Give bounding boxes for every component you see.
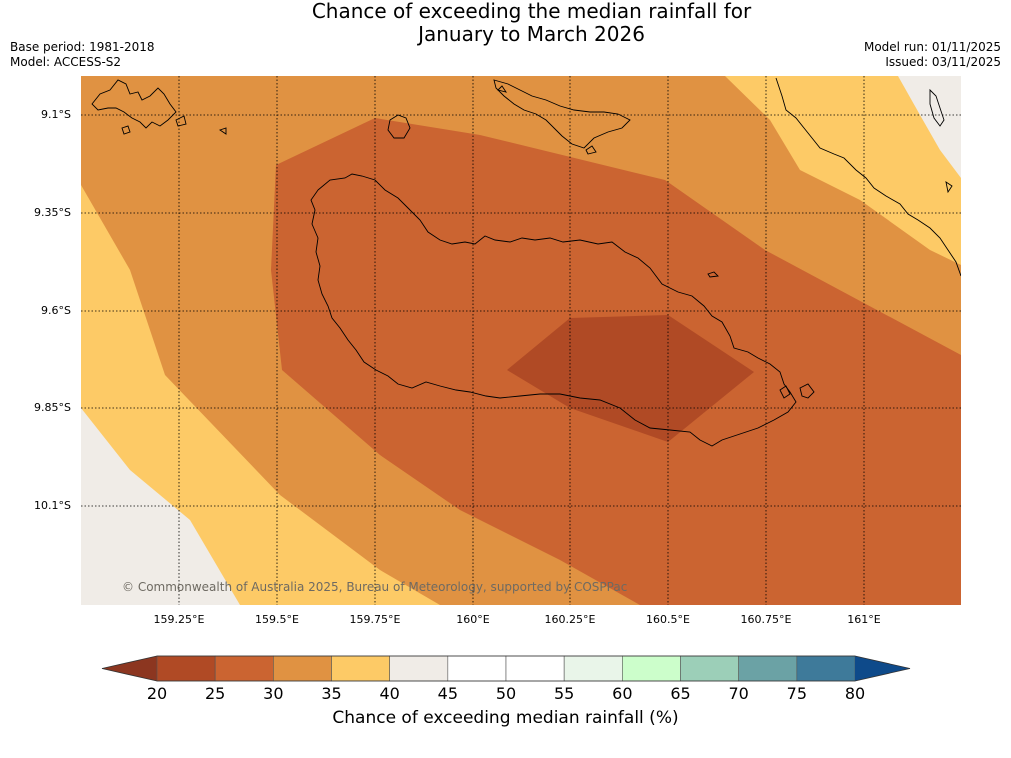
band-35-40-left [81, 185, 440, 605]
malaita-coastline [775, 77, 961, 277]
band-35-40-top-right [725, 76, 961, 265]
title-line-1: Chance of exceeding the median rainfall … [311, 0, 752, 23]
meta-left: Base period: 1981-2018 Model: ACCESS-S2 [10, 40, 155, 70]
colorbar-tick-label: 80 [844, 684, 866, 703]
meta-right: Model run: 01/11/2025 Issued: 03/11/2025 [864, 40, 1001, 70]
colorbar-tick-label: 35 [321, 684, 342, 703]
malaita-islet-1 [945, 181, 953, 194]
model-name: Model: ACCESS-S2 [10, 55, 122, 69]
lon-label-4: 160°E [456, 613, 490, 626]
colorbar-segment [738, 655, 798, 682]
lon-label-5: 160.25°E [544, 613, 596, 626]
colorbar-over-arrow [855, 656, 910, 681]
colorbar-segment [796, 655, 856, 682]
chart-title: Chance of exceeding the median rainfall … [0, 0, 1011, 46]
gridlines [81, 76, 961, 605]
band-40-45-top-right [898, 76, 961, 178]
model-run: Model run: 01/11/2025 [863, 40, 1001, 54]
colorbar-tick-label: 70 [728, 684, 749, 703]
lat-label-5: 10.1°S [34, 499, 71, 512]
colorbar [101, 655, 911, 682]
colorbar-tick-label: 75 [786, 684, 807, 703]
colorbar-segment [156, 655, 216, 682]
base-period: Base period: 1981-2018 [10, 40, 155, 54]
colorbar-segment [622, 655, 681, 682]
russell-islet-1 [121, 125, 131, 135]
colorbar-tick-label: 30 [263, 684, 284, 703]
colorbar-segment [389, 655, 449, 682]
colorbar-segment [563, 655, 623, 682]
colorbar-segment [273, 655, 332, 682]
band-20-25 [507, 315, 754, 442]
lon-label-2: 159.5°E [255, 613, 299, 626]
lon-label-1: 159.25°E [153, 613, 205, 626]
colorbar-under-arrow [102, 656, 157, 681]
small-island-east [707, 271, 719, 278]
ngella-islet [929, 88, 945, 127]
lat-label-2: 9.35°S [34, 206, 71, 219]
colorbar-tick-label: 60 [612, 684, 633, 703]
lat-label-3: 9.6°S [41, 304, 71, 317]
lon-label-7: 160.75°E [740, 613, 792, 626]
copyright-notice: © Commonwealth of Australia 2025, Bureau… [122, 580, 628, 594]
russell-islet-2 [175, 115, 187, 127]
colorbar-outline [101, 655, 911, 682]
colorbar-segment [214, 655, 274, 682]
lat-label-1: 9.1°S [41, 108, 71, 121]
malaita-islet-2 [779, 385, 791, 399]
map-area [81, 76, 961, 605]
colorbar-segment [447, 655, 507, 682]
florida-islet-2 [497, 85, 508, 93]
coastlines [91, 77, 961, 447]
colorbar-tick-label: 55 [553, 684, 575, 703]
colorbar-segment [680, 655, 739, 682]
lon-label-6: 160.5°E [646, 613, 690, 626]
florida-islet-1 [585, 145, 597, 155]
colorbar-segment [505, 655, 565, 682]
colorbar-tick-label: 20 [146, 684, 168, 703]
russell-islands [91, 79, 177, 129]
lon-label-3: 159.75°E [349, 613, 401, 626]
colorbar-segment [331, 655, 390, 682]
issued-date: Issued: 03/11/2025 [885, 55, 1001, 69]
title-line-2: January to March 2026 [418, 22, 645, 46]
colorbar-tick-label: 25 [204, 684, 226, 703]
colorbar-tick-label: 50 [495, 684, 517, 703]
lon-label-8: 161°E [847, 613, 881, 626]
savo-island [387, 114, 411, 139]
colorbar-tick-label: 65 [670, 684, 691, 703]
russell-islet-3 [218, 127, 227, 135]
colorbar-label: Chance of exceeding median rainfall (%) [332, 708, 679, 728]
malaita-islet-3 [799, 383, 815, 399]
colorbar-tick-label: 40 [379, 684, 400, 703]
colorbar-segments [156, 655, 856, 682]
band-40-45-bottom-left [81, 408, 240, 605]
florida-islands [493, 79, 631, 149]
guadalcanal-coastline [310, 173, 797, 447]
colorbar-tick-label: 45 [437, 684, 458, 703]
lat-label-4: 9.85°S [34, 401, 71, 414]
